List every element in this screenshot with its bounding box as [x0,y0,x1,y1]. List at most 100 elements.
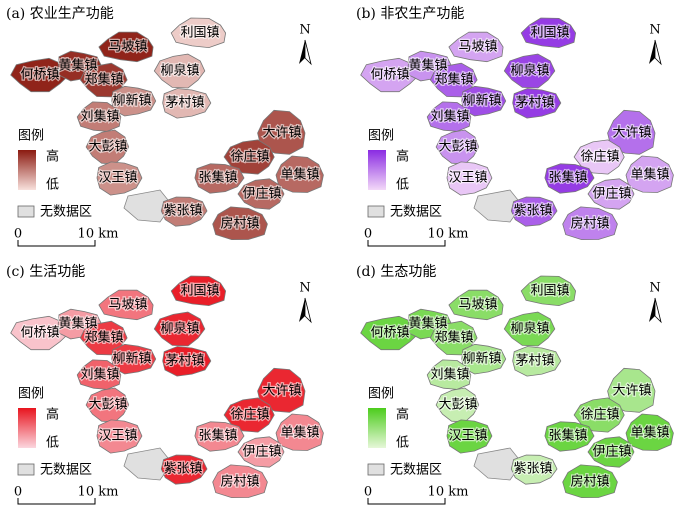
town-label: 大彭镇 [438,398,477,413]
town-region [426,101,472,132]
town-label: 茅村镇 [515,96,554,111]
north-arrow [304,297,312,324]
town-label: 大彭镇 [438,140,477,155]
scale-end: 10 km [428,227,469,242]
legend-title: 图例 [368,387,394,402]
town-region [520,275,577,307]
scale-bar [367,240,446,247]
town-label: 茅村镇 [165,96,204,111]
scale-bar [367,498,446,505]
town-region [360,57,420,93]
town-label: 汉王镇 [448,171,487,186]
town-label: 房村镇 [570,216,609,232]
town-region [10,315,70,351]
town-region [625,155,674,193]
town-label: 刘集镇 [80,109,119,125]
north-arrow [654,39,662,66]
town-region [360,315,420,351]
town-label: 黄集镇 [58,316,97,332]
town-region [257,367,306,413]
legend-ramp [368,408,386,448]
north-label: N [649,281,660,296]
town-label: 徐庄镇 [230,149,269,165]
town-label: 郑集镇 [434,72,473,88]
town-label: 马坡镇 [108,40,147,55]
town-region [194,421,245,452]
north-arrow [304,39,312,66]
town-region [76,101,122,132]
town-label: 刘集镇 [80,367,119,383]
town-label: 张集镇 [198,428,237,444]
legend-ramp [18,150,36,190]
town-region [503,311,556,347]
legend-high: 高 [396,149,409,165]
scale-end: 10 km [78,227,119,242]
town-region [85,387,130,423]
town-label: 黄集镇 [408,316,447,332]
scale-end: 10 km [78,485,119,500]
town-label: 柳新镇 [462,93,501,109]
town-label: 徐庄镇 [230,407,269,423]
town-label: 柳新镇 [112,351,151,367]
town-label: 利国镇 [530,284,569,299]
town-label: 徐庄镇 [580,149,619,165]
town-region [194,163,245,194]
town-region [223,139,275,175]
legend-high: 高 [46,149,59,165]
town-region [162,88,212,119]
town-region [446,161,493,196]
town-region [212,206,268,241]
town-region [587,436,635,468]
town-region [544,421,595,452]
town-label: 徐庄镇 [580,407,619,423]
town-label: 柳泉镇 [510,321,549,337]
north-arrow [649,40,655,64]
town-region [520,17,577,49]
town-label: 伊庄镇 [592,186,631,202]
town-region [237,436,285,468]
scale-start: 0 [14,485,22,500]
town-region [160,196,208,227]
town-label: 单集镇 [280,167,319,183]
town-label: 紫张镇 [163,204,202,219]
town-label: 刘集镇 [430,109,469,125]
town-region [625,413,674,451]
town-region [223,397,275,433]
town-region [426,359,472,390]
town-region [76,359,122,390]
north-label: N [299,23,310,38]
town-label: 汉王镇 [448,429,487,444]
town-region [10,57,70,93]
no-data-region [473,447,523,481]
legend-low: 低 [46,436,59,451]
town-label: 郑集镇 [434,330,473,346]
north-arrow [299,298,305,322]
town-region [257,109,306,155]
town-label: 大彭镇 [88,140,127,155]
town-label: 大彭镇 [88,398,127,413]
north-label: N [299,281,310,296]
town-region [435,387,480,423]
town-label: 马坡镇 [458,298,497,313]
town-region [170,275,227,307]
town-label: 柳泉镇 [510,63,549,79]
no-data-region [473,189,523,223]
legend-no-data [17,463,35,476]
town-label: 紫张镇 [513,204,552,219]
legend-no-data-label: 无数据区 [390,463,442,478]
town-region [503,53,556,89]
scale-start: 0 [364,227,372,242]
legend-low: 低 [46,178,59,193]
legend-high: 高 [46,407,59,423]
north-label: N [649,23,660,38]
town-region [275,155,324,193]
legend-ramp [368,150,386,190]
town-region [153,311,206,347]
legend-high: 高 [396,407,409,423]
town-label: 茅村镇 [165,354,204,369]
town-label: 刘集镇 [430,367,469,383]
scale-start: 0 [364,485,372,500]
